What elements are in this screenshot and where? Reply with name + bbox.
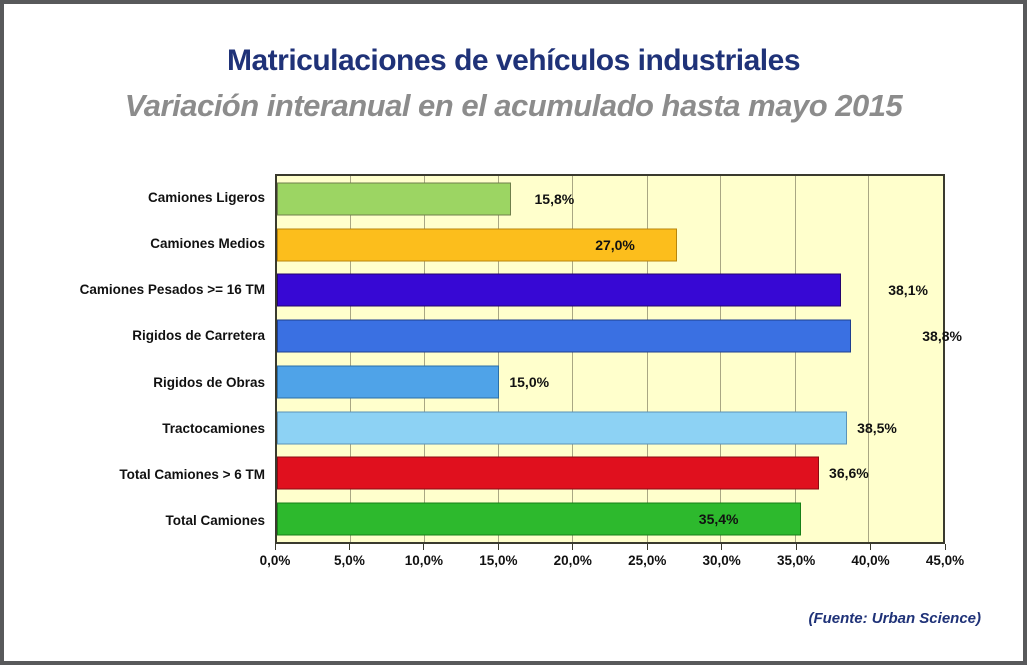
x-tick-label: 40,0% bbox=[851, 553, 890, 568]
bar-value-label: 38,5% bbox=[857, 419, 897, 436]
bar bbox=[277, 319, 852, 353]
x-tick-label: 45,0% bbox=[925, 553, 965, 568]
x-tick-label: 25,0% bbox=[628, 553, 667, 568]
bar-row: 36,6% bbox=[277, 451, 943, 497]
x-tick-label: 30,0% bbox=[702, 553, 741, 568]
gridline bbox=[498, 176, 500, 542]
x-tick bbox=[572, 544, 574, 550]
bar-value-label: 38,1% bbox=[888, 282, 928, 299]
bar bbox=[277, 502, 801, 536]
x-tick bbox=[497, 544, 499, 550]
category-label: Tractocamiones bbox=[162, 420, 265, 436]
x-tick bbox=[423, 544, 425, 550]
x-tick bbox=[795, 544, 797, 550]
x-tick-label: 35,0% bbox=[776, 553, 816, 568]
gridline bbox=[572, 176, 574, 542]
gridline bbox=[646, 176, 648, 542]
bar bbox=[277, 365, 499, 399]
x-tick-label: 10,0% bbox=[404, 553, 444, 568]
bar-value-label: 27,0% bbox=[595, 236, 635, 253]
bar-row: 38,1% bbox=[277, 268, 943, 314]
category-labels: Camiones Ligeros Camiones Medios Camiones … bbox=[4, 174, 265, 544]
gridline bbox=[794, 176, 796, 542]
bar-row: 15,0% bbox=[277, 359, 943, 405]
category-label: Total Camiones bbox=[165, 513, 265, 529]
bar-value-label: 36,6% bbox=[829, 465, 869, 482]
category-label: Rigidos de Carretera bbox=[132, 328, 265, 344]
bar-row: 35,4% bbox=[277, 496, 943, 542]
gridline bbox=[868, 176, 870, 542]
x-tick-label: 20,0% bbox=[553, 553, 592, 568]
x-tick-label: 15,0% bbox=[479, 553, 518, 568]
bar-value-label: 15,0% bbox=[509, 373, 550, 390]
bar bbox=[277, 273, 841, 307]
gridline bbox=[350, 176, 352, 542]
chart-title: Matriculaciones de vehículos industriale… bbox=[226, 44, 801, 77]
source-note: (Fuente: Urban Science) bbox=[808, 610, 981, 627]
x-tick bbox=[870, 544, 872, 550]
category-label: Total Camiones > 6 TM bbox=[119, 467, 265, 483]
gridline bbox=[424, 176, 426, 542]
x-axis-labels: 0,0% 5,0% 10,0% 15,0% 20,0% 25,0% 30,0% 35,0% 40… bbox=[260, 553, 965, 573]
plot-area: 15,8% 27,0% 38,1% 38,8% 15,0% 38,5% 36,6% 35,4% bbox=[275, 174, 962, 544]
x-tick bbox=[721, 544, 723, 550]
category-label: Camiones Ligeros bbox=[147, 189, 265, 205]
chart-subtitle: Variación interanual en el acumulado has… bbox=[124, 88, 903, 123]
category-label: Rigidos de Obras bbox=[153, 374, 265, 390]
bar-value-label: 15,8% bbox=[534, 190, 575, 207]
x-tick bbox=[348, 544, 350, 550]
bar bbox=[277, 182, 511, 216]
x-tick bbox=[944, 544, 946, 550]
bar-row: 38,8% bbox=[277, 313, 962, 359]
bar-value-label: 38,8% bbox=[922, 328, 962, 345]
bar-row: 38,5% bbox=[277, 405, 943, 451]
gridline bbox=[720, 176, 722, 542]
x-tick-label: 5,0% bbox=[334, 553, 365, 568]
bar-row: 15,8% bbox=[277, 176, 943, 222]
bar bbox=[277, 411, 847, 445]
category-label: Camiones Pesados >= 16 TM bbox=[79, 282, 265, 298]
bar bbox=[277, 456, 819, 490]
x-tick bbox=[646, 544, 648, 550]
x-tick-label: 0,0% bbox=[259, 553, 291, 568]
bar-row: 27,0% bbox=[277, 222, 943, 268]
bar-value-label: 35,4% bbox=[698, 511, 739, 528]
category-label: Camiones Medios bbox=[150, 235, 265, 251]
x-axis-ticks bbox=[274, 544, 946, 550]
bar bbox=[277, 228, 677, 262]
x-tick bbox=[274, 544, 276, 550]
